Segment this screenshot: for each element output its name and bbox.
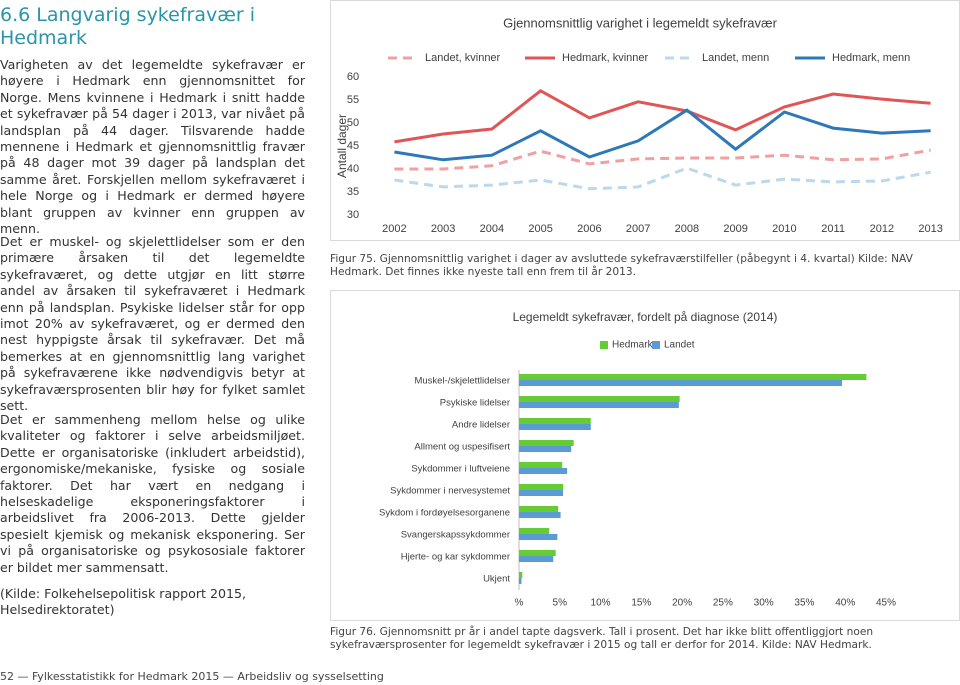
y-tick-label: Sykdommer i luftveiene	[411, 464, 510, 475]
bar	[519, 440, 574, 446]
y-tick-label: 55	[347, 94, 359, 106]
bar	[519, 578, 522, 584]
x-tick-label: 10%	[591, 598, 611, 609]
x-tick-label: 30%	[754, 598, 774, 609]
y-tick-label: Sykdom i fordøyelsesorganene	[379, 508, 510, 519]
footer: 52 — Fylkesstatistikk for Hedmark 2015 —…	[0, 670, 384, 683]
heading: 6.6 Langvarig sykefravær i Hedmark	[0, 4, 255, 49]
bar	[519, 484, 564, 490]
y-tick-label: 50	[347, 117, 359, 129]
y-tick-label: Svangerskapssykdommer	[401, 530, 510, 541]
x-tick-label: %	[515, 598, 524, 609]
bar	[519, 380, 842, 386]
legend-label: Landet, kvinner	[425, 52, 501, 64]
y-tick-label: Andre lidelser	[452, 420, 510, 431]
x-tick-label: 2006	[577, 223, 601, 235]
legend-label: Landet, menn	[702, 52, 769, 64]
bar	[519, 512, 561, 518]
source: (Kilde: Folkehelsepolitisk rapport 2015,…	[0, 586, 247, 618]
x-tick-label: 2003	[431, 223, 455, 235]
legend-label: Hedmark, kvinner	[562, 52, 649, 64]
bar	[519, 424, 591, 430]
bar	[519, 490, 564, 496]
paragraph: Varigheten av det legemeldte sykefravær …	[0, 57, 305, 237]
y-tick-label: 35	[347, 186, 359, 198]
chart-title: Legemeldt sykefravær, fordelt på diagnos…	[513, 310, 778, 324]
x-tick-label: 35%	[794, 598, 814, 609]
bar	[519, 556, 554, 562]
x-tick-label: 2005	[528, 223, 552, 235]
x-tick-label: 45%	[876, 598, 896, 609]
legend-label: Hedmark	[612, 340, 654, 351]
legend-label: Landet	[664, 340, 695, 351]
x-tick-label: 2010	[772, 223, 796, 235]
y-tick-label: 45	[347, 140, 359, 152]
series-line	[394, 166, 931, 191]
y-tick-label: Ukjent	[483, 574, 510, 585]
bar	[519, 572, 523, 578]
legend-swatch	[652, 341, 660, 349]
x-tick-label: 2007	[626, 223, 650, 235]
series-line	[394, 89, 931, 144]
bar	[519, 534, 558, 540]
y-tick-label: Allment og uspesifisert	[414, 442, 510, 453]
y-tick-label: Muskel-/skjelettlidelser	[414, 376, 510, 387]
bar	[519, 462, 563, 468]
bar	[519, 468, 568, 474]
x-tick-label: 20%	[672, 598, 692, 609]
x-tick-label: 2002	[382, 223, 406, 235]
y-tick-label: Psykiske lidelser	[440, 398, 510, 409]
y-tick-label: Hjerte- og kar sykdommer	[401, 552, 510, 563]
y-tick-label: 30	[347, 209, 359, 221]
x-tick-label: 15%	[631, 598, 651, 609]
bar	[519, 418, 591, 424]
bar	[519, 446, 572, 452]
bar	[519, 528, 550, 534]
y-tick-label: 60	[347, 71, 359, 83]
y-tick-label: Sykdommer i nervesystemet	[390, 486, 510, 497]
x-tick-label: 2011	[821, 223, 845, 235]
y-axis-label: Antall dager	[335, 114, 349, 178]
series-line	[394, 108, 931, 162]
x-tick-label: 2008	[675, 223, 699, 235]
legend-label: Hedmark, menn	[832, 52, 910, 64]
bar	[519, 374, 867, 380]
x-tick-label: 2012	[870, 223, 894, 235]
legend-swatch	[600, 341, 608, 349]
x-tick-label: 2009	[723, 223, 747, 235]
y-tick-label: 40	[347, 163, 359, 175]
caption: Figur 76. Gjennomsnitt pr år i andel tap…	[330, 626, 874, 651]
chart-frame	[330, 0, 960, 241]
x-tick-label: 25%	[713, 598, 733, 609]
paragraph: Det er muskel- og skjelettlidelser som e…	[0, 234, 305, 414]
bar	[519, 550, 556, 556]
x-tick-label: 2004	[480, 223, 504, 235]
bar	[519, 506, 559, 512]
bar	[519, 396, 680, 402]
x-tick-label: 2013	[918, 223, 942, 235]
chart-title: Gjennomsnittlig varighet i legemeldt syk…	[503, 15, 778, 30]
x-tick-label: 40%	[835, 598, 855, 609]
paragraph: Det er sammenheng mellom helse og ulike …	[0, 412, 305, 575]
caption: Figur 75. Gjennomsnittlig varighet i dag…	[330, 253, 913, 278]
bar	[519, 402, 679, 408]
x-tick-label: 5%	[553, 598, 568, 609]
series-line	[394, 148, 931, 171]
